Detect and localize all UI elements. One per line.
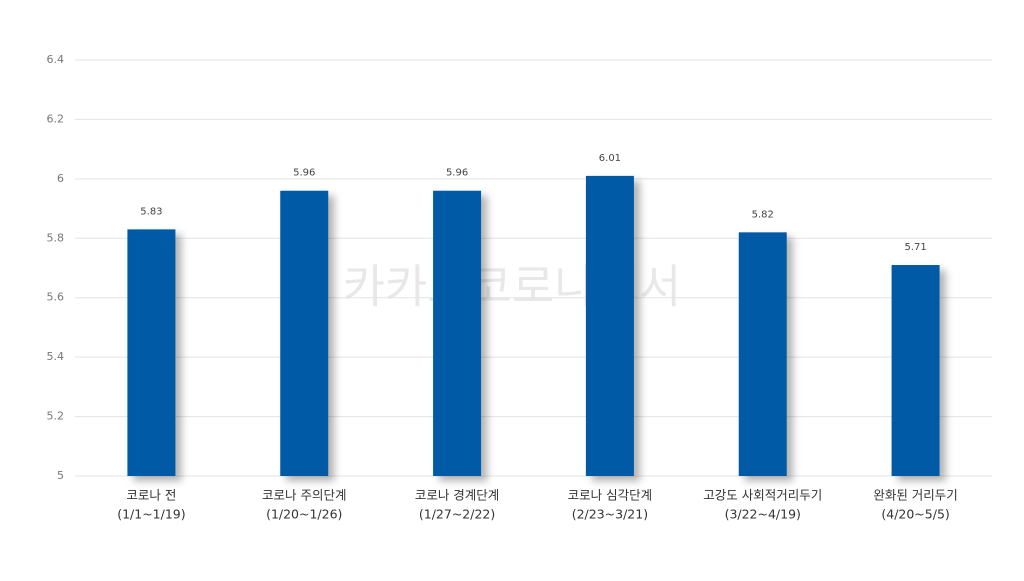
bar [433,190,482,476]
x-tick-label: 완화된 거리두기 [873,488,957,503]
y-tick-label: 5.6 [47,291,65,304]
value-label: 5.96 [446,168,468,179]
x-tick-label: (1/1~1/19) [117,507,185,522]
value-label: 5.83 [140,206,162,217]
bar [127,229,176,476]
value-label: 5.71 [904,242,926,253]
x-tick-label: 고강도 사회적거리두기 [703,488,822,503]
value-label: 5.96 [293,168,315,179]
y-tick-label: 6 [57,172,64,185]
x-tick-label: (1/20~1/26) [266,507,342,522]
value-label: 6.01 [599,153,621,164]
bar [585,175,634,476]
y-tick-label: 6.4 [47,53,65,66]
x-tick-label: 코로나 심각단계 [568,488,652,503]
bar [738,232,787,476]
x-tick-label: 코로나 주의단계 [262,488,346,503]
y-tick-label: 5.2 [47,410,65,423]
x-tick-label: 코로나 전 [126,488,176,503]
y-tick-label: 6.2 [47,112,65,125]
y-tick-label: 5.4 [47,350,65,363]
y-tick-label: 5 [57,469,64,482]
bar [891,265,940,476]
x-tick-label: (3/22~4/19) [725,507,801,522]
x-tick-label: (1/27~2/22) [419,507,495,522]
value-label: 5.82 [752,209,774,220]
x-tick-label: 코로나 경계단계 [415,488,499,503]
x-tick-label: (4/20~5/5) [881,507,949,522]
y-tick-label: 5.8 [47,231,65,244]
x-tick-label: (2/23~3/21) [572,507,648,522]
bar [280,190,329,476]
